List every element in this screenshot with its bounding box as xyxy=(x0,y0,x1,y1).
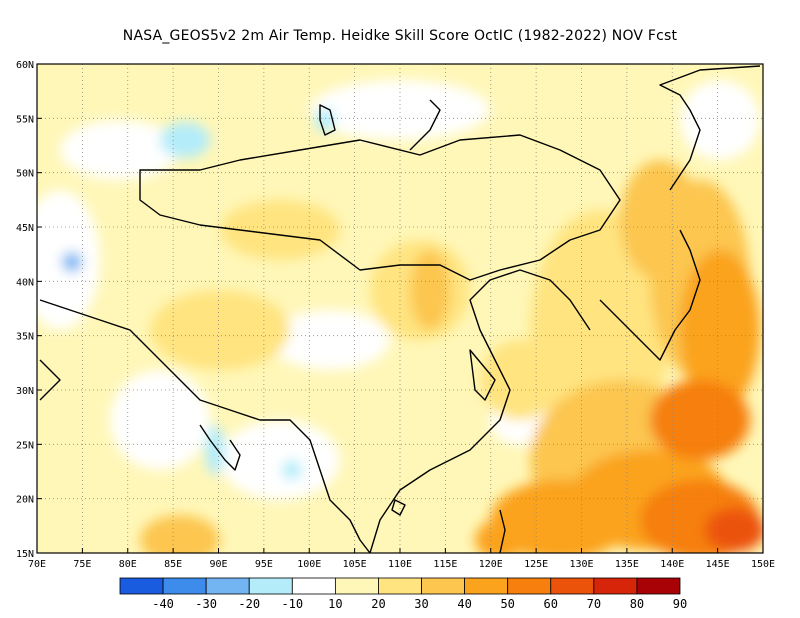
lon-tick-label: 145E xyxy=(706,559,730,570)
shaded-field xyxy=(37,64,763,553)
lat-tick-label: 45N xyxy=(16,223,34,234)
colorbar-label: 20 xyxy=(371,597,385,611)
lon-tick-label: 135E xyxy=(615,559,639,570)
colorbar-swatch xyxy=(421,577,466,595)
colorbar-swatch xyxy=(593,577,638,595)
lon-tick-label: 110E xyxy=(388,559,412,570)
colorbar-swatch xyxy=(291,577,336,595)
lon-tick-label: 120E xyxy=(479,559,503,570)
lon-tick-label: 125E xyxy=(524,559,548,570)
colorbar-swatch xyxy=(205,577,250,595)
lon-tick-label: 105E xyxy=(343,559,367,570)
lon-tick-label: 75E xyxy=(73,559,91,570)
lat-tick-label: 35N xyxy=(16,332,34,343)
colorbar-swatch xyxy=(334,577,379,595)
colorbar-label: 30 xyxy=(414,597,428,611)
lat-tick-label: 50N xyxy=(16,169,34,180)
colorbar-label: 70 xyxy=(587,597,601,611)
lon-tick-label: 100E xyxy=(297,559,321,570)
lon-tick-label: 90E xyxy=(209,559,227,570)
colorbar-swatch xyxy=(550,577,595,595)
lat-tick-label: 20N xyxy=(16,495,34,506)
colorbar-label: -30 xyxy=(195,597,217,611)
lon-tick-label: 80E xyxy=(119,559,137,570)
colorbar-label: -40 xyxy=(152,597,174,611)
colorbar-label: 80 xyxy=(630,597,644,611)
colorbar-swatch xyxy=(248,577,293,595)
lat-tick-label: 25N xyxy=(16,440,34,451)
lon-tick-label: 115E xyxy=(433,559,457,570)
lat-tick-label: 15N xyxy=(16,549,34,560)
colorbar-label: 90 xyxy=(673,597,687,611)
longitude-axis: 70E 75E 80E 85E 90E 95E 100E 105E 110E 115E 120E 12… xyxy=(28,548,775,570)
lon-tick-label: 140E xyxy=(660,559,684,570)
colorbar-label: 60 xyxy=(544,597,558,611)
lon-tick-label: 95E xyxy=(255,559,273,570)
lon-tick-label: 150E xyxy=(751,559,775,570)
colorbar-swatch xyxy=(119,577,164,595)
colorbar: -40 -30 -20 -10 10 20 30 40 50 60 70 80 90 xyxy=(119,577,687,611)
colorbar-swatch xyxy=(464,577,509,595)
colorbar-label: -20 xyxy=(238,597,260,611)
colorbar-swatch xyxy=(378,577,422,595)
colorbar-swatch xyxy=(636,577,681,595)
colorbar-swatch xyxy=(162,577,207,595)
coastlines xyxy=(39,65,761,553)
lon-tick-label: 85E xyxy=(164,559,182,570)
grid-lines xyxy=(37,64,763,553)
lat-tick-label: 60N xyxy=(16,60,34,71)
chart-title: NASA_GEOS5v2 2m Air Temp. Heidke Skill S… xyxy=(122,28,678,44)
lon-tick-label: 70E xyxy=(28,559,46,570)
latitude-axis: 15N 20N 25N 30N 35N 40N 45N 50N 55N 60N xyxy=(16,60,42,560)
lon-tick-label: 130E xyxy=(569,559,593,570)
lat-tick-label: 55N xyxy=(16,114,34,125)
colorbar-label: -10 xyxy=(281,597,303,611)
lat-tick-label: 40N xyxy=(16,277,34,288)
colorbar-label: 50 xyxy=(500,597,514,611)
colorbar-label: 10 xyxy=(328,597,342,611)
colorbar-swatch xyxy=(507,577,552,595)
colorbar-label: 40 xyxy=(457,597,471,611)
lat-tick-label: 30N xyxy=(16,386,34,397)
